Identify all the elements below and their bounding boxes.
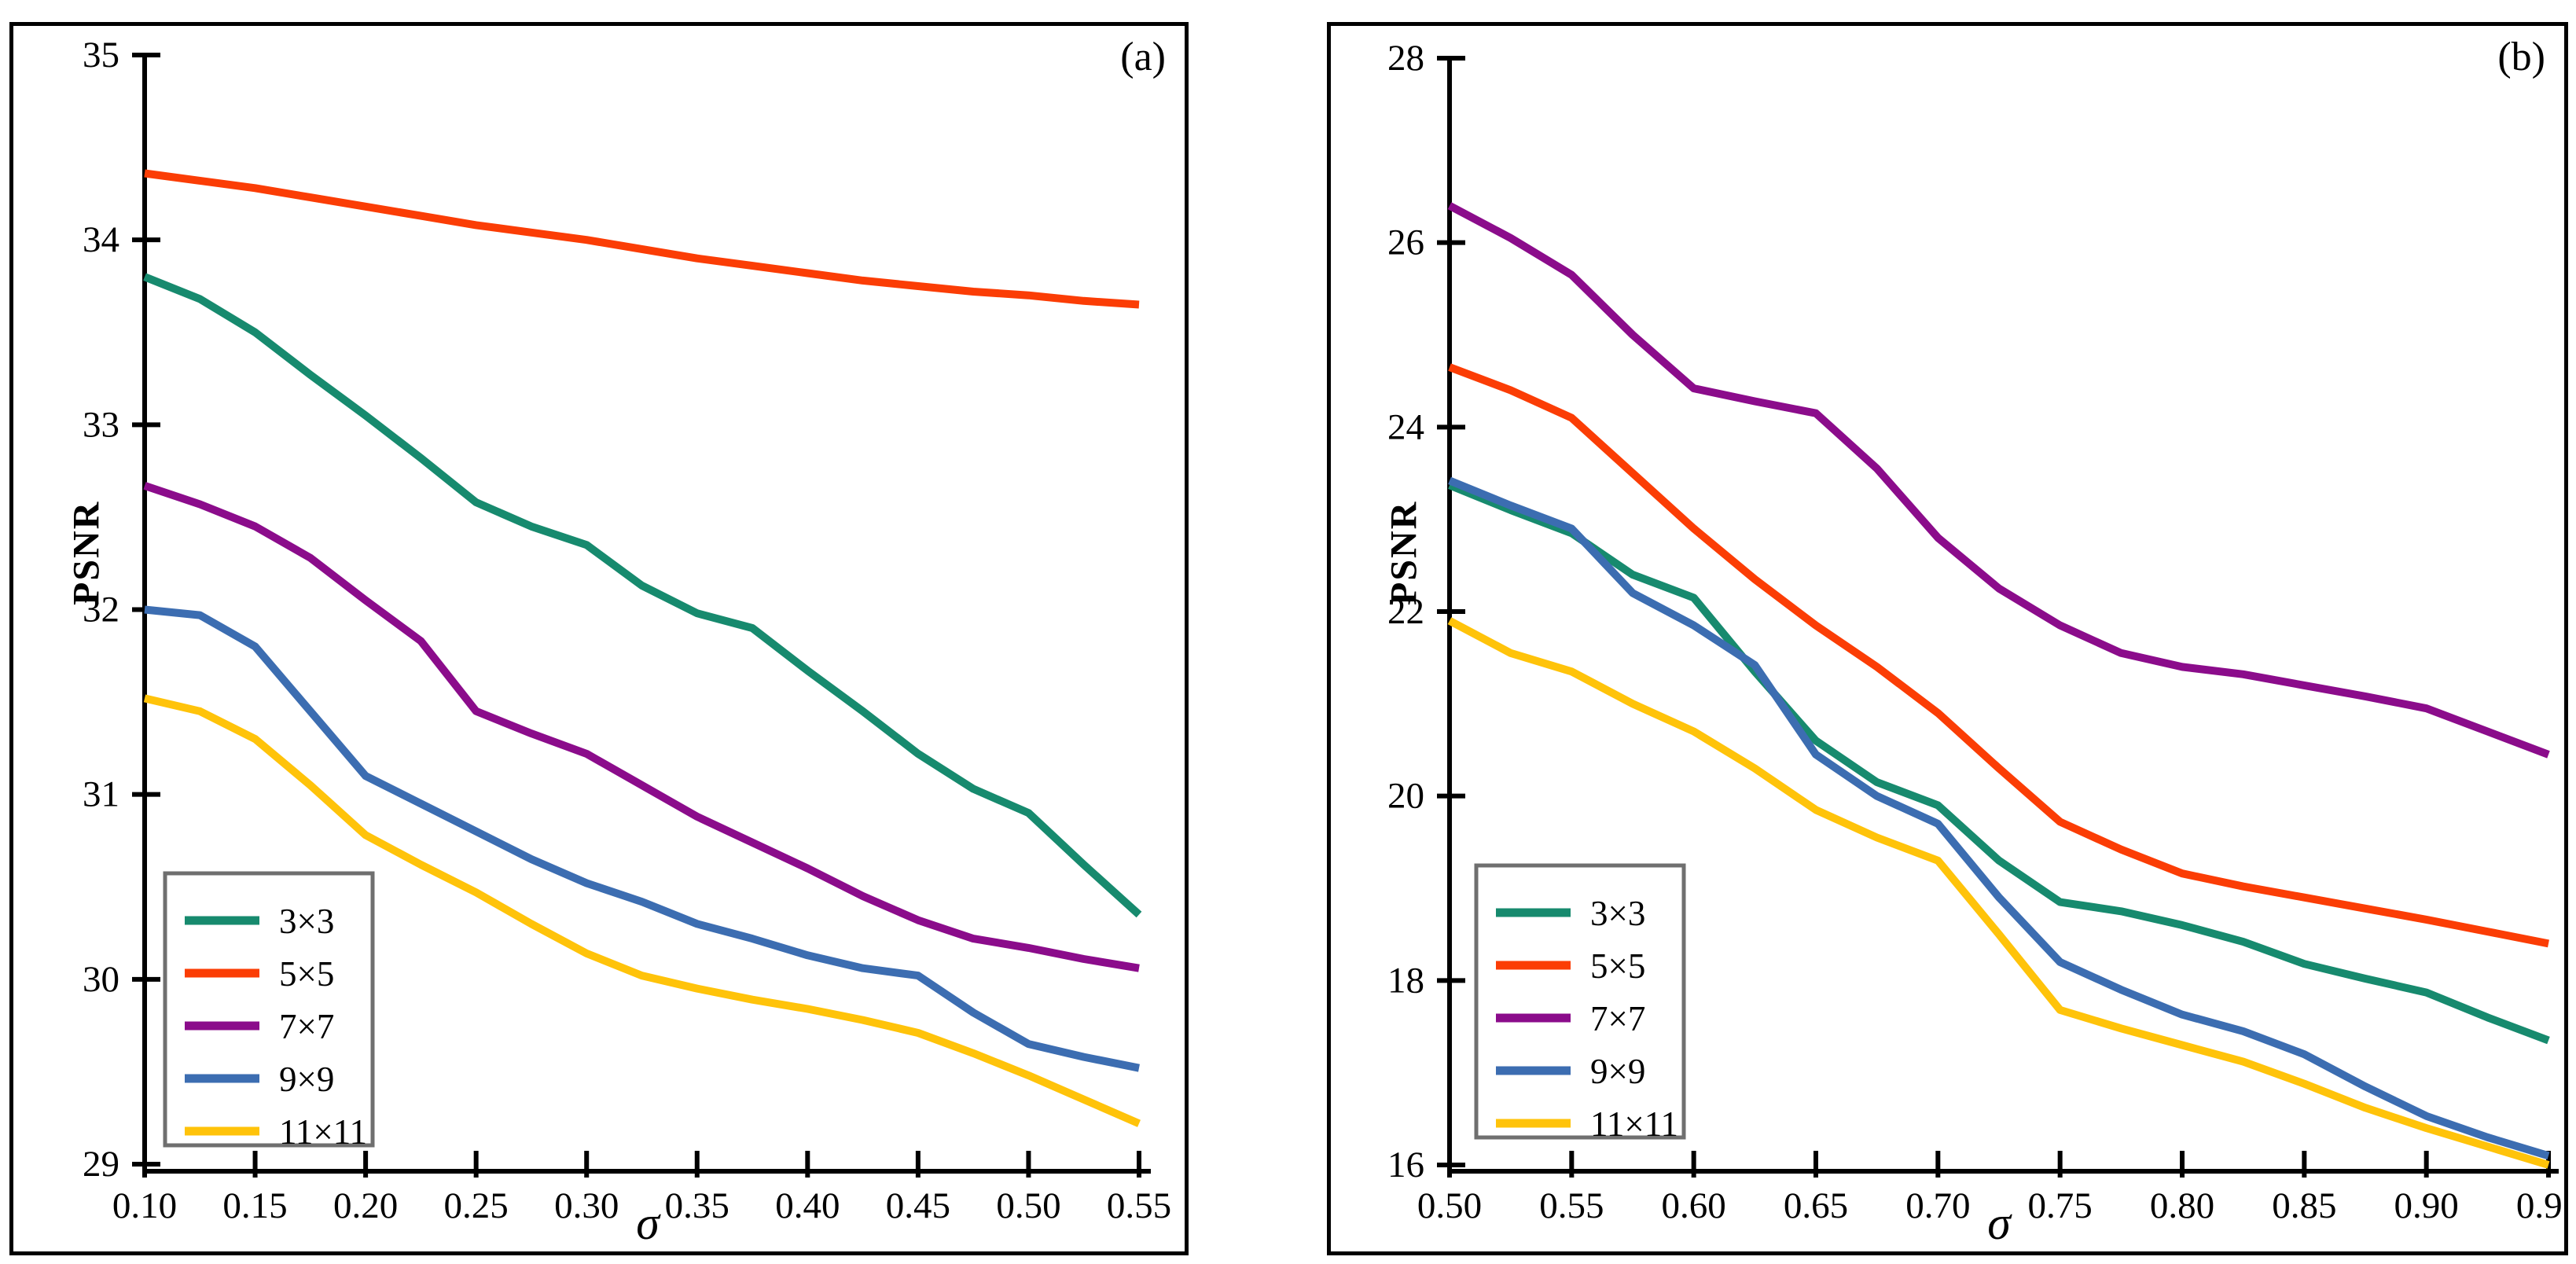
x-tick-label: 0.20 bbox=[333, 1185, 398, 1226]
y-tick-label: 28 bbox=[1387, 38, 1424, 79]
legend-label-3×3: 3×3 bbox=[279, 902, 334, 941]
series-line-11×11 bbox=[1447, 617, 2550, 1169]
legend-box bbox=[1474, 863, 1686, 1140]
y-tick-label: 24 bbox=[1387, 406, 1424, 447]
chart-a-canvas: 29 30 31 32 33 34 35 0.10 0.15 0.20 0.25 0.30 0.35 0.… bbox=[83, 35, 1171, 1226]
y-tick-label: 32 bbox=[83, 590, 119, 630]
y-tick-label: 20 bbox=[1387, 776, 1424, 817]
legend-label-9×9: 9×9 bbox=[1590, 1052, 1645, 1091]
y-tick-label: 30 bbox=[83, 959, 119, 1000]
y-tick-label: 33 bbox=[83, 404, 119, 445]
panel-a: 29 30 31 32 33 34 35 0.10 0.15 0.20 0.25 0.30 0.35 0.… bbox=[9, 22, 1189, 1255]
x-tick-label: 0.35 bbox=[665, 1185, 729, 1226]
x-tick-label: 0.85 bbox=[2272, 1185, 2336, 1226]
legend-label-7×7: 7×7 bbox=[1590, 999, 1645, 1038]
series-line-5×5 bbox=[144, 169, 1140, 309]
x-tick-label: 0.45 bbox=[886, 1185, 950, 1226]
x-tick-label: 0.70 bbox=[1905, 1185, 1970, 1226]
panel-a-x-axis-title: σ bbox=[636, 1197, 660, 1249]
series-line-9×9 bbox=[144, 605, 1140, 1072]
x-tick-label: 0.50 bbox=[996, 1185, 1060, 1226]
x-tick-label: 0.65 bbox=[1784, 1185, 1848, 1226]
y-tick-label: 29 bbox=[83, 1144, 119, 1185]
x-tick-label: 0.90 bbox=[2394, 1185, 2459, 1226]
y-tick-label: 26 bbox=[1387, 222, 1424, 263]
x-tick-label: 0.75 bbox=[2028, 1185, 2093, 1226]
panel-b-y-axis-title: PSNR bbox=[1383, 500, 1425, 605]
legend-label-3×3: 3×3 bbox=[1590, 894, 1645, 933]
x-tick-label: 0.55 bbox=[1539, 1185, 1604, 1226]
legend-label-7×7: 7×7 bbox=[279, 1007, 334, 1046]
x-tick-label: 0.60 bbox=[1662, 1185, 1726, 1226]
series-line-11×11 bbox=[143, 694, 1141, 1127]
y-tick-label: 18 bbox=[1387, 960, 1424, 1001]
x-tick-label: 0.80 bbox=[2150, 1185, 2214, 1226]
panel-b: 16 18 20 22 24 26 28 0.50 0.55 0.60 0.65 0.70 0.75 0.… bbox=[1327, 22, 2568, 1255]
y-tick-label: 34 bbox=[83, 219, 119, 260]
x-tick-label: 0.10 bbox=[112, 1185, 177, 1226]
x-tick-label: 0.55 bbox=[1107, 1185, 1171, 1226]
series-line-5×5 bbox=[1448, 363, 2549, 948]
chart-b-canvas: 16 18 20 22 24 26 28 0.50 0.55 0.60 0.65 0.70 0.75 0.… bbox=[1387, 38, 2564, 1226]
series-line-7×7 bbox=[143, 482, 1140, 972]
x-tick-label: 0.40 bbox=[775, 1185, 840, 1226]
legend-label-5×5: 5×5 bbox=[279, 954, 334, 994]
y-tick-label: 31 bbox=[83, 774, 119, 815]
y-tick-label: 16 bbox=[1387, 1145, 1424, 1185]
series-line-7×7 bbox=[1447, 202, 2550, 759]
x-tick-label: 0.15 bbox=[222, 1185, 287, 1226]
series-line-3×3 bbox=[143, 273, 1142, 918]
series-line-3×3 bbox=[1448, 481, 2550, 1045]
panel-b-label: (b) bbox=[2497, 35, 2545, 79]
panel-b-x-axis-title: σ bbox=[1987, 1197, 2011, 1249]
x-tick-label: 0.30 bbox=[554, 1185, 619, 1226]
legend-label-11×11: 11×11 bbox=[279, 1112, 367, 1152]
legend-label-11×11: 11×11 bbox=[1590, 1104, 1678, 1144]
x-tick-label: 0.95 bbox=[2516, 1185, 2564, 1226]
series-line-9×9 bbox=[1448, 476, 2550, 1160]
legend-label-5×5: 5×5 bbox=[1590, 946, 1645, 986]
panel-a-label: (a) bbox=[1120, 35, 1166, 79]
legend-box bbox=[163, 871, 375, 1148]
y-tick-label: 35 bbox=[83, 35, 119, 75]
y-tick-label: 22 bbox=[1387, 591, 1424, 632]
panel-a-y-axis-title: PSNR bbox=[65, 500, 108, 605]
x-tick-label: 0.25 bbox=[444, 1185, 509, 1226]
legend-label-9×9: 9×9 bbox=[279, 1060, 334, 1099]
x-tick-label: 0.50 bbox=[1417, 1185, 1482, 1226]
